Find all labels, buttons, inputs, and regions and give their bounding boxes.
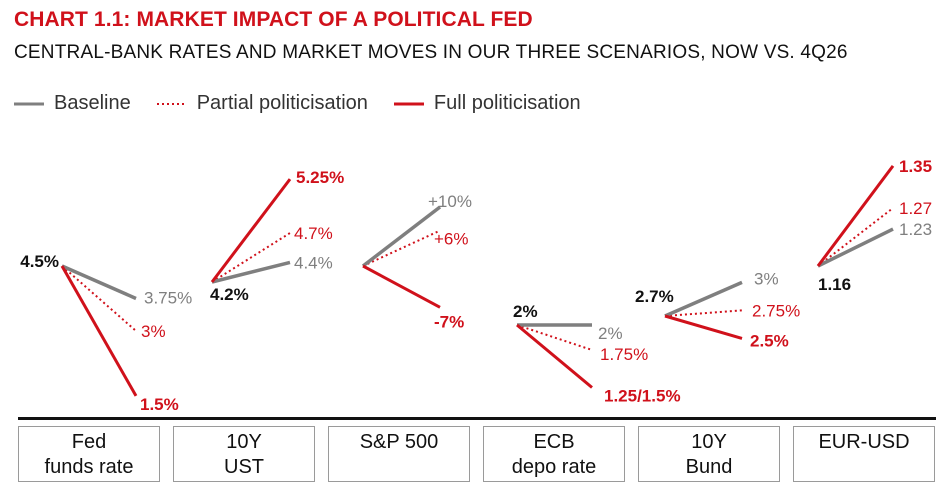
label-baseline-panel-2: +10%	[428, 192, 472, 211]
line-baseline-panel-0	[61, 264, 137, 301]
label-partial-panel-5: 1.27	[899, 199, 932, 218]
label-full-panel-3: 1.25/1.5%	[604, 387, 681, 406]
label-partial-panel-4: 2.75%	[752, 301, 800, 320]
label-full-panel-1: 5.25%	[296, 168, 344, 187]
legend-item-partial: Partial politicisation	[156, 92, 368, 115]
line-baseline-panel-1	[211, 260, 291, 284]
label-partial-panel-2: +6%	[434, 230, 469, 249]
label-baseline-panel-0: 3.75%	[144, 288, 192, 307]
category-box-10y-bund: 10Y Bund	[638, 426, 780, 482]
label-baseline-panel-3: 2%	[598, 324, 623, 343]
legend-item-baseline: Baseline	[14, 92, 131, 115]
label-baseline-panel-1: 4.4%	[294, 253, 333, 272]
legend-item-full: Full politicisation	[393, 92, 581, 115]
label-full-panel-4: 2.5%	[750, 331, 789, 350]
line-partial-panel-3	[516, 324, 593, 351]
line-full-panel-1	[210, 178, 292, 283]
category-box-eur-usd: EUR-USD	[793, 426, 935, 482]
label-now-panel-3: 2%	[513, 302, 538, 321]
line-full-panel-4	[664, 314, 743, 340]
label-partial-panel-0: 3%	[141, 322, 166, 341]
legend-swatch-full	[393, 102, 424, 105]
line-full-panel-5	[816, 164, 895, 267]
line-baseline-panel-2	[361, 205, 442, 268]
label-now-panel-4: 2.7%	[635, 287, 674, 306]
line-baseline-panel-5	[817, 227, 894, 268]
label-now-panel-1: 4.2%	[210, 285, 249, 304]
line-partial-panel-5	[817, 207, 894, 267]
label-now-panel-5: 1.16	[818, 275, 851, 294]
label-partial-panel-3: 1.75%	[600, 345, 648, 364]
line-full-panel-3	[516, 323, 593, 389]
label-baseline-panel-5: 1.23	[899, 220, 932, 239]
chart-subtitle: CENTRAL-BANK RATES AND MARKET MOVES IN O…	[14, 42, 848, 63]
category-box-fed-funds: Fed funds rate	[18, 426, 160, 482]
label-partial-panel-1: 4.7%	[294, 224, 333, 243]
chart-plot-area: 3% 3.75% 1.5% 4.5% 4.7% 4.4% 5.25% 4.2% +6% +10% -…	[20, 157, 932, 414]
category-box-ecb-depo: ECB depo rate	[483, 426, 625, 482]
legend-swatch-baseline	[14, 102, 44, 105]
legend-label-baseline: Baseline	[54, 92, 131, 114]
legend-label-full: Full politicisation	[433, 92, 581, 114]
line-full-panel-2	[362, 264, 441, 309]
line-baseline-panel-4	[664, 280, 743, 318]
label-baseline-panel-4: 3%	[754, 269, 779, 288]
legend-label-partial: Partial politicisation	[196, 92, 368, 114]
line-partial-panel-2	[362, 229, 441, 267]
label-now-panel-0: 4.5%	[20, 252, 59, 271]
line-partial-panel-0	[61, 265, 137, 332]
line-partial-panel-1	[211, 232, 291, 283]
legend-swatch-partial	[156, 102, 187, 105]
chart-title: CHART 1.1: MARKET IMPACT OF A POLITICAL …	[14, 8, 533, 31]
legend: Baseline Partial politicisation Full pol…	[14, 92, 607, 115]
chart-baseline-rule	[18, 417, 936, 420]
category-box-10y-ust: 10Y UST	[173, 426, 315, 482]
label-full-panel-2: -7%	[434, 312, 464, 331]
label-full-panel-5: 1.35	[899, 157, 932, 176]
category-box-sp500: S&P 500	[328, 426, 470, 482]
label-full-panel-0: 1.5%	[140, 395, 179, 414]
line-full-panel-0	[60, 265, 138, 397]
